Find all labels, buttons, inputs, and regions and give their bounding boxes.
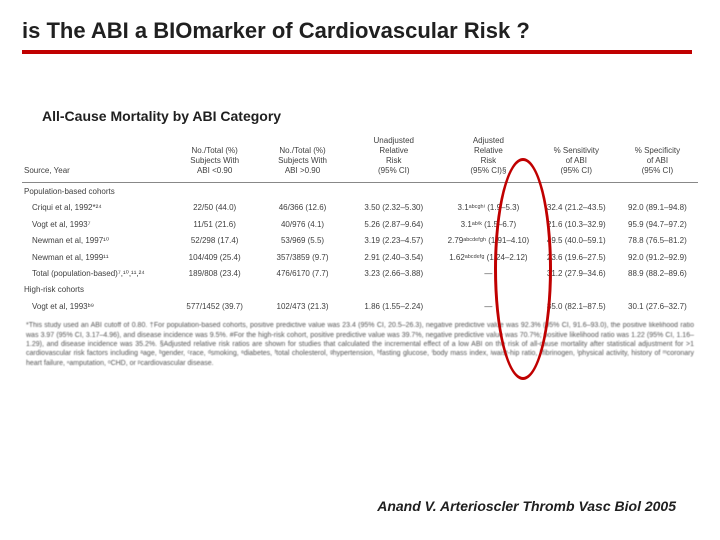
table-cell: Newman et al, 1999¹¹	[22, 250, 171, 266]
table-caption: All-Cause Mortality by ABI Category	[0, 54, 720, 130]
table-cell: 3.1ᵃᵇⁱᵏ (1.5–6.7)	[441, 217, 536, 233]
table-cell: 92.0 (91.2–92.9)	[617, 250, 698, 266]
table-cell: 577/1452 (39.7)	[171, 299, 259, 315]
table-row: Vogt et al, 1993⁷11/51 (21.6)40/976 (4.1…	[22, 217, 698, 233]
col-header: No./Total (%)Subjects WithABI >0.90	[259, 134, 347, 183]
section-label: Population-based cohorts	[22, 184, 698, 200]
table-cell: 3.19 (2.23–4.57)	[346, 233, 441, 249]
table-cell: 3.50 (2.32–5.30)	[346, 200, 441, 216]
table-cell: 2.91 (2.40–3.54)	[346, 250, 441, 266]
table-cell: 85.0 (82.1–87.5)	[536, 299, 617, 315]
table-row: Newman et al, 1999¹¹104/409 (25.4)357/38…	[22, 250, 698, 266]
table-cell: 23.6 (19.6–27.5)	[536, 250, 617, 266]
table-cell: 78.8 (76.5–81.2)	[617, 233, 698, 249]
mortality-table-container: Source, YearNo./Total (%)Subjects WithAB…	[22, 134, 698, 368]
table-body: Population-based cohortsCriqui et al, 19…	[22, 183, 698, 316]
table-row: Newman et al, 1997¹⁰52/298 (17.4)53/969 …	[22, 233, 698, 249]
table-cell: 102/473 (21.3)	[259, 299, 347, 315]
col-header: AdjustedRelativeRisk(95% CI)§	[441, 134, 536, 183]
table-cell: 2.79ᵃᵇᶜᵈᵉᶠᵍʰ (1.91–4.10)	[441, 233, 536, 249]
table-cell: 11/51 (21.6)	[171, 217, 259, 233]
table-cell: 476/6170 (7.7)	[259, 266, 347, 282]
table-footnote: *This study used an ABI cutoff of 0.80. …	[22, 315, 698, 368]
table-cell: 1.86 (1.55–2.24)	[346, 299, 441, 315]
col-header: % Specificityof ABI(95% CI)	[617, 134, 698, 183]
table-cell: Vogt et al, 1993ᵇ⁹	[22, 299, 171, 315]
table-cell: 40/976 (4.1)	[259, 217, 347, 233]
col-header: % Sensitivityof ABI(95% CI)	[536, 134, 617, 183]
table-cell: Vogt et al, 1993⁷	[22, 217, 171, 233]
table-cell: 3.1ᵃᵇᶜᵍʰⁱ (1.9–5.3)	[441, 200, 536, 216]
table-cell: 52/298 (17.4)	[171, 233, 259, 249]
mortality-table: Source, YearNo./Total (%)Subjects WithAB…	[22, 134, 698, 315]
table-cell: 21.6 (10.3–32.9)	[536, 217, 617, 233]
col-header: Source, Year	[22, 134, 171, 183]
table-cell: 31.2 (27.9–34.6)	[536, 266, 617, 282]
table-cell: —	[441, 266, 536, 282]
table-cell: 53/969 (5.5)	[259, 233, 347, 249]
table-cell: 49.5 (40.0–59.1)	[536, 233, 617, 249]
table-row: Total (population-based)⁷,¹⁰,¹¹,²⁴189/80…	[22, 266, 698, 282]
col-header: No./Total (%)Subjects WithABI <0.90	[171, 134, 259, 183]
table-cell: 22/50 (44.0)	[171, 200, 259, 216]
table-cell: —	[441, 299, 536, 315]
table-cell: 1.62ᵃᵇᶜᵈᵉᶠᵍ (1.24–2.12)	[441, 250, 536, 266]
table-head: Source, YearNo./Total (%)Subjects WithAB…	[22, 134, 698, 183]
table-cell: 92.0 (89.1–94.8)	[617, 200, 698, 216]
table-row: Criqui et al, 1992*²⁴22/50 (44.0)46/366 …	[22, 200, 698, 216]
table-cell: 30.1 (27.6–32.7)	[617, 299, 698, 315]
table-cell: 357/3859 (9.7)	[259, 250, 347, 266]
table-cell: 95.9 (94.7–97.2)	[617, 217, 698, 233]
table-cell: 88.9 (88.2–89.6)	[617, 266, 698, 282]
table-cell: Criqui et al, 1992*²⁴	[22, 200, 171, 216]
col-header: UnadjustedRelativeRisk(95% CI)	[346, 134, 441, 183]
table-cell: 32.4 (21.2–43.5)	[536, 200, 617, 216]
table-row: Vogt et al, 1993ᵇ⁹577/1452 (39.7)102/473…	[22, 299, 698, 315]
table-cell: Newman et al, 1997¹⁰	[22, 233, 171, 249]
table-cell: Total (population-based)⁷,¹⁰,¹¹,²⁴	[22, 266, 171, 282]
slide-title: is The ABI a BIOmarker of Cardiovascular…	[0, 0, 720, 48]
table-cell: 189/808 (23.4)	[171, 266, 259, 282]
section-label: High-risk cohorts	[22, 282, 698, 298]
table-cell: 3.23 (2.66–3.88)	[346, 266, 441, 282]
table-cell: 46/366 (12.6)	[259, 200, 347, 216]
citation: Anand V. Arterioscler Thromb Vasc Biol 2…	[377, 498, 676, 514]
table-cell: 5.26 (2.87–9.64)	[346, 217, 441, 233]
table-cell: 104/409 (25.4)	[171, 250, 259, 266]
table-header-row: Source, YearNo./Total (%)Subjects WithAB…	[22, 134, 698, 183]
